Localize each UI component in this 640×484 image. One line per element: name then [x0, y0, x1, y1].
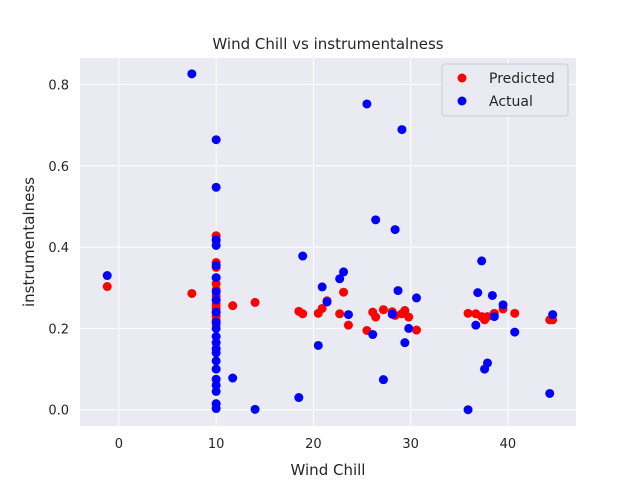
actual-point [211, 404, 221, 414]
actual-point [211, 364, 221, 374]
actual-point [298, 251, 308, 261]
y-axis-label: instrumentalness [20, 177, 38, 307]
actual-point [317, 282, 327, 292]
predicted-point [298, 309, 308, 319]
actual-point [482, 358, 492, 368]
actual-point [102, 271, 112, 281]
predicted-point [343, 320, 353, 330]
legend-marker-predicted [457, 73, 467, 83]
actual-point [343, 310, 353, 320]
actual-point [211, 273, 221, 283]
actual-point [510, 327, 520, 337]
predicted-point [317, 303, 327, 313]
actual-point [335, 274, 345, 284]
legend: Predicted Actual [441, 63, 569, 117]
actual-point [211, 386, 221, 396]
predicted-point [187, 288, 197, 298]
predicted-point [510, 308, 520, 318]
actual-point [545, 388, 555, 398]
actual-point [378, 375, 388, 385]
predicted-point [335, 309, 345, 319]
actual-point [498, 300, 508, 310]
predicted-point [400, 306, 410, 316]
y-tick-label: 0.6 [48, 160, 69, 175]
actual-point [390, 225, 400, 235]
actual-point [250, 404, 260, 414]
actual-point [313, 340, 323, 350]
actual-point [487, 290, 497, 300]
y-tick-label: 0.0 [48, 404, 69, 419]
actual-point [463, 405, 473, 415]
predicted-point [404, 312, 414, 322]
actual-point [211, 182, 221, 192]
actual-point [211, 295, 221, 305]
x-tick-label: 20 [305, 437, 322, 452]
actual-point [471, 320, 481, 330]
actual-point [211, 356, 221, 366]
predicted-point [482, 312, 492, 322]
actual-point [397, 125, 407, 135]
predicted-point [412, 325, 422, 335]
actual-point [489, 312, 499, 322]
actual-point [322, 297, 332, 307]
y-tick-label: 0.8 [48, 78, 69, 93]
actual-point [228, 373, 238, 383]
actual-point [362, 99, 372, 109]
actual-point [211, 287, 221, 297]
actual-point [211, 240, 221, 250]
x-tick-label: 40 [500, 437, 517, 452]
predicted-point [371, 312, 381, 322]
actual-point [371, 215, 381, 225]
y-tick-label: 0.2 [48, 322, 69, 337]
chart-title: Wind Chill vs instrumentalness [212, 35, 443, 53]
data-points [102, 69, 558, 415]
predicted-point [102, 282, 112, 292]
x-axis-label: Wind Chill [291, 461, 366, 479]
legend-label-predicted: Predicted [489, 71, 555, 87]
predicted-point [463, 308, 473, 318]
actual-point [393, 286, 403, 296]
actual-point [339, 267, 349, 277]
actual-point [211, 307, 221, 317]
actual-point [548, 310, 558, 320]
x-tick-label: 10 [208, 437, 225, 452]
x-tick-label: 0 [115, 437, 123, 452]
actual-point [211, 323, 221, 333]
predicted-point [378, 305, 388, 315]
actual-point [211, 260, 221, 270]
plot-background [80, 58, 576, 426]
y-tick-labels: 0.0 0.2 0.4 0.6 0.8 [48, 78, 69, 418]
actual-point [211, 135, 221, 145]
actual-point [404, 323, 414, 333]
actual-point [211, 348, 221, 358]
actual-point [294, 393, 304, 403]
legend-marker-actual [457, 96, 467, 106]
predicted-point [339, 287, 349, 297]
actual-point [400, 338, 410, 348]
actual-point [477, 256, 487, 266]
actual-point [412, 293, 422, 303]
actual-point [473, 288, 483, 298]
x-tick-label: 30 [402, 437, 419, 452]
actual-point [368, 330, 378, 340]
predicted-point [250, 297, 260, 307]
y-tick-label: 0.4 [48, 241, 69, 256]
x-tick-labels: 0 10 20 30 40 [115, 437, 516, 452]
predicted-point [228, 301, 238, 311]
legend-box [441, 63, 569, 117]
legend-label-actual: Actual [489, 94, 533, 110]
actual-point [187, 69, 197, 79]
actual-point [387, 309, 397, 319]
